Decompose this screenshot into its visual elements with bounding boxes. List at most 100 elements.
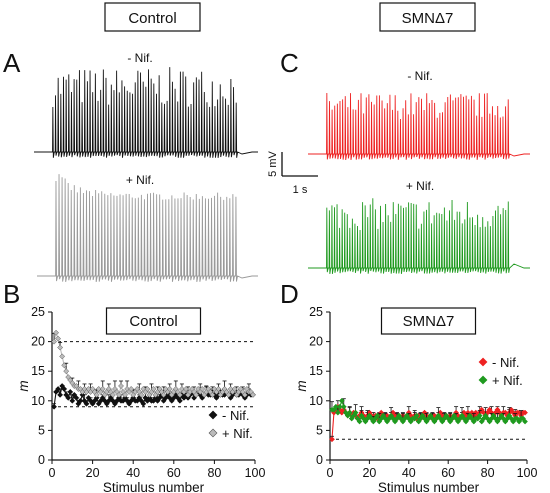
- data-point: [413, 412, 420, 419]
- trace-label-a-plus: + Nif.: [126, 173, 154, 187]
- data-point: [51, 338, 57, 345]
- data-point: [51, 403, 57, 410]
- data-point: [476, 412, 483, 419]
- trace-a-minus-waveform: [34, 67, 258, 158]
- data-point: [99, 386, 106, 392]
- data-point: [83, 400, 90, 407]
- data-point: [231, 386, 238, 392]
- y-tick-label: 20: [31, 335, 45, 349]
- smn-header-label: SMNΔ7: [402, 10, 454, 27]
- data-point: [77, 397, 84, 404]
- trace-a-plus-waveform: [37, 174, 258, 283]
- x-tick-label: 40: [402, 466, 416, 480]
- control-header-box: [104, 2, 201, 32]
- legend-label: - Nif.: [492, 355, 519, 370]
- data-point: [340, 403, 347, 410]
- y-axis-label: m: [16, 380, 31, 391]
- data-point: [53, 329, 60, 336]
- data-point: [176, 397, 183, 404]
- y-tick-label: 5: [316, 423, 323, 437]
- x-axis-label: Stimulus number: [103, 480, 205, 493]
- chart-control: Control 0 5 10 15 20 25 0 20 40 60 80 100 Stimulus nu…: [16, 305, 265, 493]
- data-point: [522, 418, 528, 425]
- data-point: [250, 391, 256, 398]
- data-point: [215, 386, 222, 392]
- data-point: [336, 403, 343, 410]
- legend-marker: [478, 357, 488, 367]
- legend-marker: [478, 375, 488, 385]
- data-point: [93, 394, 100, 401]
- data-point: [176, 391, 183, 398]
- data-point: [93, 391, 100, 398]
- x-tick-label: 20: [86, 466, 100, 480]
- data-point: [241, 391, 248, 398]
- y-tick-label: 25: [31, 305, 45, 319]
- y-tick-label: 20: [309, 335, 323, 349]
- data-point: [61, 386, 68, 392]
- data-point: [352, 409, 359, 416]
- data-point: [338, 397, 345, 404]
- data-point: [183, 386, 189, 392]
- x-tick-label: 80: [481, 466, 495, 480]
- data-point: [334, 409, 341, 416]
- data-point: [55, 335, 62, 342]
- trace-label-c-plus: + Nif.: [406, 179, 434, 193]
- data-point: [140, 400, 147, 407]
- legend-marker: [208, 410, 218, 420]
- x-tick-label: 60: [441, 466, 455, 480]
- data-point: [150, 386, 157, 392]
- chart-title: SMNΔ7: [403, 313, 455, 330]
- trace-c-minus-waveform: [308, 93, 530, 161]
- chart-title-box: [380, 307, 477, 335]
- trace-c-minus: [308, 93, 530, 161]
- data-point: [59, 353, 66, 360]
- data-point: [69, 397, 76, 404]
- panel-letter-d: D: [280, 279, 299, 309]
- data-point: [199, 386, 206, 392]
- chart-title-box: [105, 307, 202, 335]
- legend-label: - Nif.: [222, 408, 249, 423]
- trace-a-plus: [37, 174, 258, 283]
- y-tick-label: 0: [38, 453, 45, 467]
- data-point: [73, 394, 80, 401]
- data-point: [65, 394, 72, 401]
- x-tick-label: 100: [517, 466, 538, 480]
- panel-letter-a: A: [3, 48, 21, 78]
- data-point: [116, 391, 122, 398]
- x-tick-label: 80: [207, 466, 221, 480]
- data-point: [67, 388, 74, 395]
- data-point: [160, 391, 167, 398]
- chart-title: Control: [129, 313, 177, 330]
- data-point: [79, 391, 86, 398]
- data-point: [374, 412, 381, 419]
- scale-bar-time-label: 1 s: [293, 184, 308, 196]
- y-tick-label: 15: [309, 364, 323, 378]
- data-point: [109, 391, 116, 398]
- trace-label-c-minus: - Nif.: [407, 69, 432, 83]
- data-point: [166, 386, 173, 392]
- chart-smn: SMNΔ7 0 5 10 15 20 25 0 20 40 60 80 100 Stimulus numb…: [294, 305, 537, 493]
- data-point: [209, 391, 216, 398]
- x-tick-label: 100: [245, 466, 266, 480]
- trace-a-minus: [34, 67, 258, 158]
- x-tick-label: 40: [126, 466, 140, 480]
- panel-letter-c: C: [280, 48, 299, 78]
- data-point: [57, 344, 64, 351]
- data-point: [138, 391, 145, 398]
- data-point: [63, 368, 70, 375]
- trace-label-a-minus: - Nif.: [127, 51, 152, 65]
- data-point: [55, 386, 62, 392]
- data-point: [356, 418, 363, 425]
- data-point: [332, 403, 339, 410]
- y-tick-label: 15: [31, 364, 45, 378]
- legend-label: + Nif.: [222, 426, 253, 441]
- trace-c-plus-waveform: [308, 198, 530, 274]
- data-point: [128, 386, 135, 392]
- legend-marker: [208, 428, 218, 438]
- control-header-label: Control: [128, 10, 176, 27]
- y-tick-label: 0: [316, 453, 323, 467]
- data-point: [122, 391, 129, 398]
- panel-letter-b: B: [3, 279, 20, 309]
- x-tick-label: 20: [362, 466, 376, 480]
